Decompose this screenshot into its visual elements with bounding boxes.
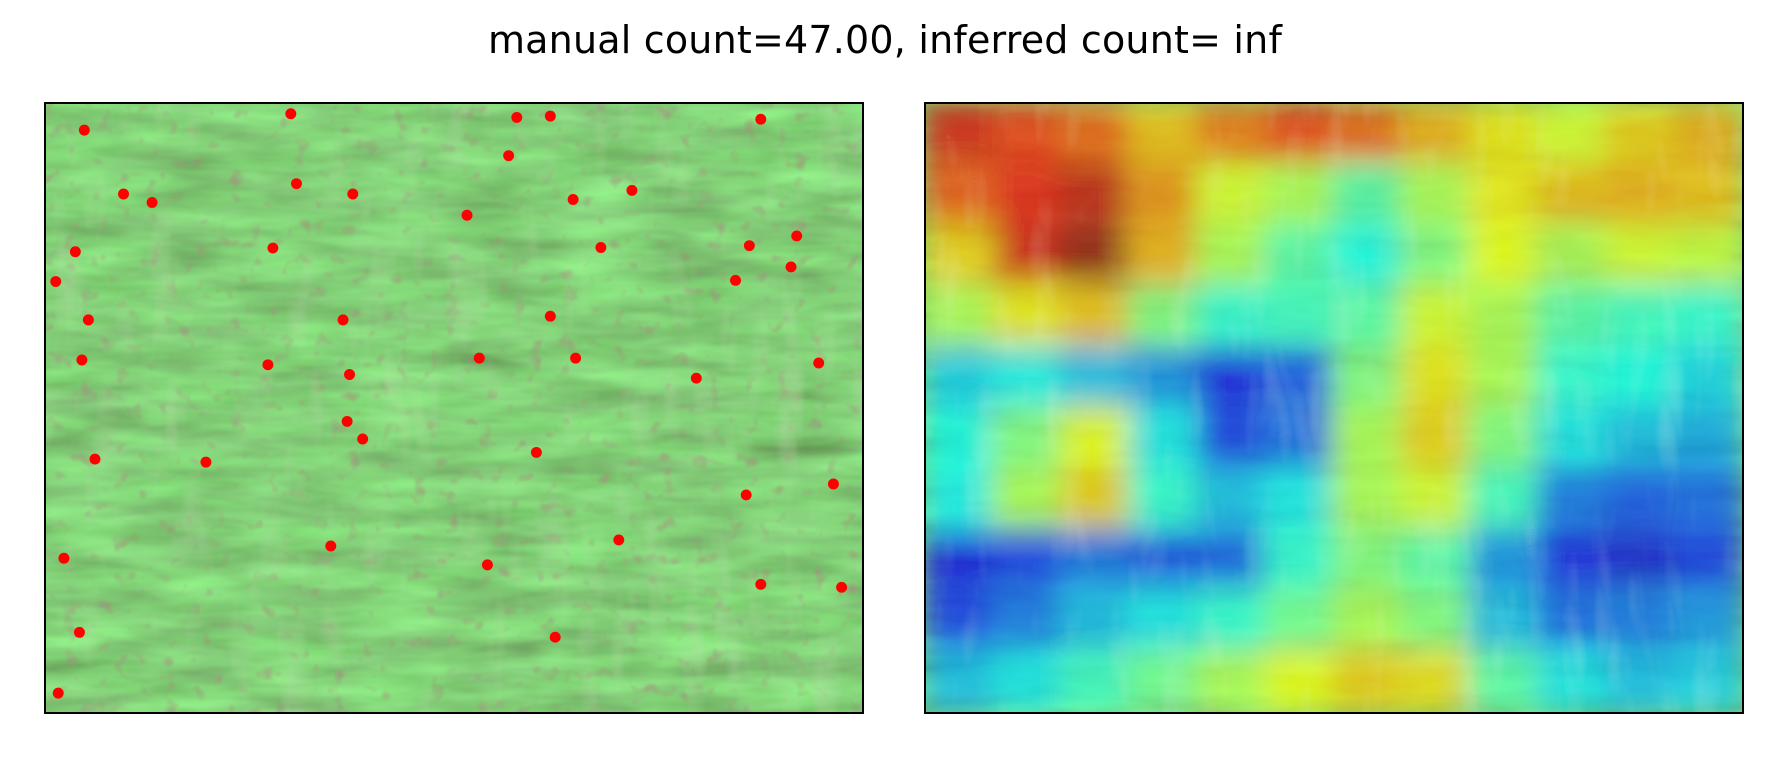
marker-dot <box>511 111 523 123</box>
marker-dot <box>347 188 359 200</box>
marker-dot <box>743 240 755 252</box>
marker-dot <box>76 354 88 366</box>
marker-dot <box>337 314 349 326</box>
marker-dot <box>262 359 274 371</box>
cornfield-photo-panel <box>44 102 864 714</box>
marker-dot <box>740 489 752 501</box>
marker-dot <box>325 540 337 552</box>
marker-dot <box>503 150 515 162</box>
marker-dot <box>118 188 129 200</box>
marker-dot <box>50 276 62 287</box>
marker-dot <box>544 310 556 322</box>
marker-dot <box>461 209 473 221</box>
marker-dot <box>357 433 369 445</box>
marker-dot <box>690 372 702 384</box>
marker-dot <box>836 581 848 593</box>
heatmap-leaf-texture <box>926 104 1742 712</box>
marker-dot <box>341 415 353 427</box>
marker-dot <box>791 230 803 242</box>
marker-dot <box>290 178 302 190</box>
marker-dot <box>73 626 85 638</box>
marker-dot <box>626 184 638 196</box>
marker-dot <box>344 369 355 380</box>
marker-dot <box>52 687 64 699</box>
marker-dot <box>146 196 158 208</box>
marker-dot <box>755 578 767 590</box>
marker-dot <box>755 113 767 125</box>
marker-dot <box>567 194 579 205</box>
marker-dot <box>58 552 70 564</box>
marker-dot <box>82 314 94 326</box>
density-heatmap-panel <box>924 102 1744 714</box>
density-heatmap <box>926 104 1742 712</box>
marker-dot <box>473 352 485 364</box>
marker-dot <box>549 631 561 643</box>
marker-dot <box>530 446 542 458</box>
marker-dot <box>200 456 212 468</box>
marker-dot <box>730 274 741 286</box>
marker-dot <box>544 110 556 122</box>
marker-dot <box>785 261 797 273</box>
marker-dot <box>89 453 101 465</box>
marker-dot <box>595 241 607 253</box>
marker-dot <box>827 478 839 490</box>
marker-dot <box>267 242 279 254</box>
figure-title: manual count=47.00, inferred count= inf <box>487 18 1283 62</box>
marker-dot <box>285 108 297 120</box>
manual-markers <box>50 108 848 699</box>
marker-dot <box>69 246 81 258</box>
marker-dot <box>813 357 825 369</box>
marker-dot <box>570 352 582 364</box>
cornfield-photo <box>46 104 862 712</box>
marker-dot <box>78 124 90 136</box>
marker-dot <box>613 534 625 546</box>
marker-dot <box>481 559 493 571</box>
photo-highlights <box>46 104 862 712</box>
